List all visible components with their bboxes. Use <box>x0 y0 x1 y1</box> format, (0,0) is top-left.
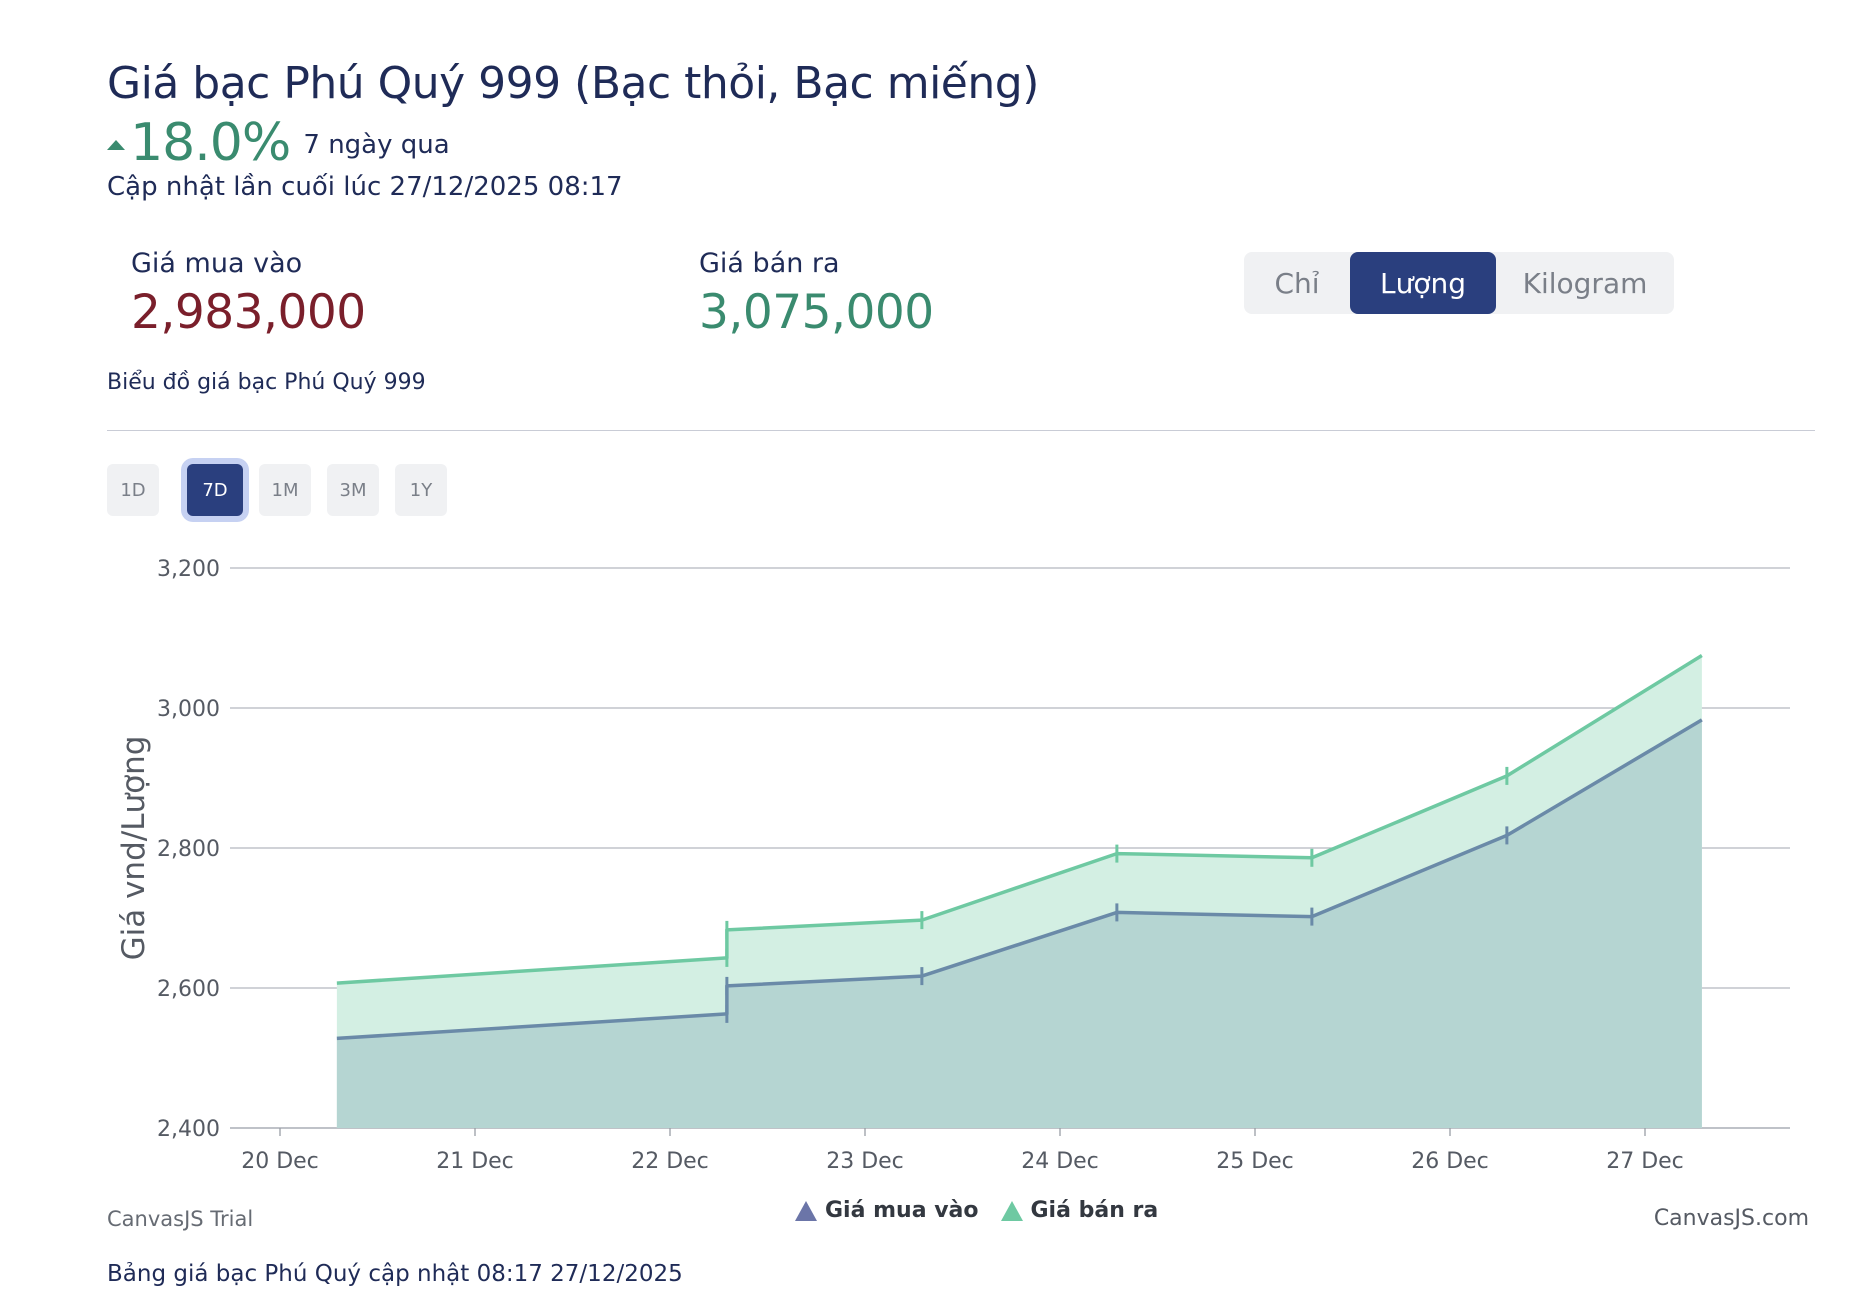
sell-price-value: 3,075,000 <box>699 285 934 340</box>
line-layer <box>336 654 1703 1041</box>
y-tick-label: 2,600 <box>157 977 220 1002</box>
canvasjs-trial-credit: CanvasJS Trial <box>107 1207 254 1231</box>
chart-legend: Giá mua vào Giá bán ra <box>795 1198 1180 1223</box>
triangle-icon <box>1000 1200 1023 1221</box>
buy-price-label: Giá mua vào <box>131 248 303 279</box>
x-tick-label: 27 Dec <box>1606 1149 1684 1174</box>
up-arrow-icon <box>107 140 125 150</box>
unit-toggle: Chỉ Lượng Kilogram <box>1244 252 1674 314</box>
sell-price-label: Giá bán ra <box>699 248 840 279</box>
x-tick-label: 20 Dec <box>241 1149 319 1174</box>
change-period: 7 ngày qua <box>303 130 450 160</box>
legend-label-buy: Giá mua vào <box>825 1198 979 1223</box>
y-axis-title: Giá vnd/Lượng <box>116 736 152 961</box>
range-selector: 1D 7D 1M 3M 1Y <box>107 464 447 516</box>
unit-button-chi[interactable]: Chỉ <box>1274 266 1320 300</box>
range-button-3m[interactable]: 3M <box>327 464 379 516</box>
x-tick-label: 23 Dec <box>826 1149 904 1174</box>
x-tick-label: 26 Dec <box>1411 1149 1489 1174</box>
range-button-1d[interactable]: 1D <box>107 464 159 516</box>
x-tick-label: 25 Dec <box>1216 1149 1294 1174</box>
divider <box>107 430 1815 431</box>
price-change: 18.0% 7 ngày qua <box>107 114 450 172</box>
axis-layer: 2,400 2,600 2,800 3,000 3,200 20 Dec 21 Dec 22 … <box>157 557 1684 1174</box>
page-title: Giá bạc Phú Quý 999 (Bạc thỏi, Bạc miếng… <box>107 58 1039 109</box>
canvasjs-link[interactable]: CanvasJS.com <box>1653 1206 1809 1231</box>
last-updated: Cập nhật lần cuối lúc 27/12/2025 08:17 <box>107 172 623 202</box>
y-tick-label: 2,400 <box>157 1117 220 1142</box>
chart-heading: Biểu đồ giá bạc Phú Quý 999 <box>107 370 426 395</box>
triangle-icon <box>795 1200 817 1221</box>
unit-button-kilogram[interactable]: Kilogram <box>1522 266 1648 300</box>
legend-item-sell[interactable]: Giá bán ra <box>1000 1198 1159 1223</box>
range-button-1y[interactable]: 1Y <box>395 464 447 516</box>
buy-price-block: Giá mua vào 2,983,000 <box>131 248 366 340</box>
sell-price-block: Giá bán ra 3,075,000 <box>699 248 934 340</box>
legend-item-buy[interactable]: Giá mua vào <box>795 1198 979 1223</box>
price-chart: 2,400 2,600 2,800 3,000 3,200 20 Dec 21 Dec 22 … <box>116 557 1790 1174</box>
unit-button-luong[interactable]: Lượng <box>1350 252 1496 314</box>
buy-price-value: 2,983,000 <box>131 285 366 340</box>
range-button-1m[interactable]: 1M <box>259 464 311 516</box>
legend-label-sell: Giá bán ra <box>1030 1198 1159 1223</box>
change-percent: 18.0% <box>130 113 291 173</box>
x-tick-label: 24 Dec <box>1021 1149 1099 1174</box>
y-tick-label: 2,800 <box>157 837 220 862</box>
area-layer <box>336 655 1702 1128</box>
area-buy <box>336 719 1702 1128</box>
footer-note: Bảng giá bạc Phú Quý cập nhật 08:17 27/1… <box>107 1261 683 1287</box>
y-tick-label: 3,000 <box>157 697 220 722</box>
x-tick-label: 21 Dec <box>436 1149 514 1174</box>
range-button-7d[interactable]: 7D <box>187 464 243 516</box>
x-tick-label: 22 Dec <box>631 1149 709 1174</box>
y-tick-label: 3,200 <box>157 557 220 582</box>
